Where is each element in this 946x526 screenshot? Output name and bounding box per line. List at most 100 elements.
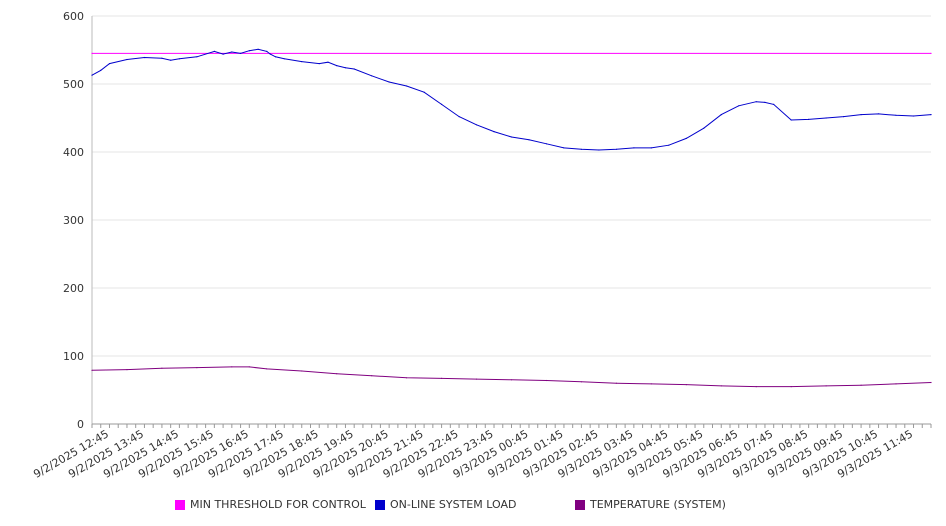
series-1-point-11 [231,51,233,53]
y-tick-label-4: 400 [63,146,84,159]
series-1-point-38 [598,149,600,151]
series-1-point-18 [283,58,285,60]
series-2-point-10 [406,377,408,379]
series-2-point-24 [895,383,897,385]
series-2-point-8 [336,373,338,375]
series-1-point-57 [912,115,915,117]
series-2-point-15 [580,381,583,383]
series-1-point-44 [703,127,705,129]
series-1-point-46 [738,105,740,107]
series-1-point-25 [371,75,373,77]
series-1-point-0 [91,74,93,76]
legend-item-system-load[interactable]: ON-LINE SYSTEM LOAD [375,498,516,511]
series-2-point-23 [860,384,862,386]
series-1-point-26 [388,81,390,83]
series-1-point-54 [860,114,862,116]
series-2-point-19 [720,385,722,387]
series-1-point-39 [615,148,618,150]
series-1-point-4 [143,56,145,59]
series-1-point-1 [100,69,102,71]
series-1-point-53 [843,116,845,118]
series-1-point-10 [222,53,224,55]
series-2-point-22 [825,385,827,387]
y-tick-label-1: 100 [63,350,84,363]
series-1-point-6 [170,59,172,61]
legend-item-min-threshold[interactable]: MIN THRESHOLD FOR CONTROL [175,498,366,511]
legend-label-temperature: TEMPERATURE (SYSTEM) [590,498,726,511]
series-2-point-21 [790,386,792,388]
series-1-point-36 [563,147,565,149]
series-2-point-3 [196,367,198,369]
series-1-point-7 [178,58,180,60]
series-2-point-2 [161,367,163,369]
series-1-point-34 [528,139,530,141]
series-1-point-37 [580,148,583,150]
series-2-point-0 [91,369,93,371]
series-1-point-8 [196,56,198,58]
legend-swatch-min-threshold [175,499,185,510]
series-1-point-5 [161,57,163,59]
series-2-point-13 [510,379,513,381]
series-1-point-40 [633,147,635,149]
y-tick-label-3: 300 [63,214,84,227]
series-1-point-3 [126,58,128,61]
series-line-2 [91,366,932,388]
series-1-point-35 [545,143,548,145]
series-1-point-42 [668,144,670,146]
y-tick-label-0: 0 [77,418,84,431]
series-1-point-23 [344,67,346,69]
series-1-point-29 [441,103,443,105]
series-2-point-5 [248,366,250,368]
series-1-point-33 [510,136,513,138]
series-2-point-1 [126,369,128,371]
legend-swatch-temperature [575,499,585,510]
series-1-point-24 [353,68,355,70]
series-1-point-55 [878,113,880,115]
series-2-point-7 [301,370,303,372]
series-2-point-11 [441,377,443,379]
legend-swatch-system-load [375,499,385,510]
series-2-point-25 [930,381,932,384]
series-1-point-19 [301,61,303,63]
series-1-point-41 [650,147,652,149]
legend-label-min-threshold: MIN THRESHOLD FOR CONTROL [190,498,366,511]
series-1-point-32 [493,131,495,133]
series-1-point-2 [108,63,111,65]
legend: MIN THRESHOLD FOR CONTROL ON-LINE SYSTEM… [0,498,946,514]
legend-item-temperature[interactable]: TEMPERATURE (SYSTEM) [575,498,726,511]
series-1-point-17 [274,56,277,58]
series-0-point-1 [930,52,932,55]
series-1-point-49 [773,103,775,105]
series-2-point-20 [755,386,757,388]
series-2-point-18 [685,384,687,386]
y-tick-label-2: 200 [63,282,84,295]
series-2-point-9 [371,375,373,377]
series-1-point-30 [458,116,460,118]
series-2-point-12 [475,378,478,380]
series-line-1 [91,48,932,151]
series-1-point-56 [895,114,897,116]
series-1-point-58 [930,114,932,116]
series-2-point-4 [231,366,233,368]
series-1-point-20 [318,63,320,65]
series-2-point-6 [266,368,268,370]
series-0-point-0 [91,52,93,55]
series-1-point-12 [240,52,242,55]
series-1-point-45 [720,114,722,116]
series-2-point-14 [545,379,548,382]
y-tick-label-6: 600 [63,10,84,23]
series-1-point-22 [336,65,338,67]
series-1-point-48 [764,101,766,103]
series-1-point-27 [406,85,408,87]
series-1-point-21 [327,61,329,63]
series-1-point-16 [269,53,271,55]
series-1-point-43 [685,137,687,139]
legend-label-system-load: ON-LINE SYSTEM LOAD [390,498,517,511]
series-1-point-50 [790,119,792,121]
series-1-point-14 [257,48,259,50]
y-tick-label-5: 500 [63,78,84,91]
series-1-point-31 [475,124,478,126]
series-1-point-15 [266,50,268,53]
series-1-point-52 [825,117,827,119]
